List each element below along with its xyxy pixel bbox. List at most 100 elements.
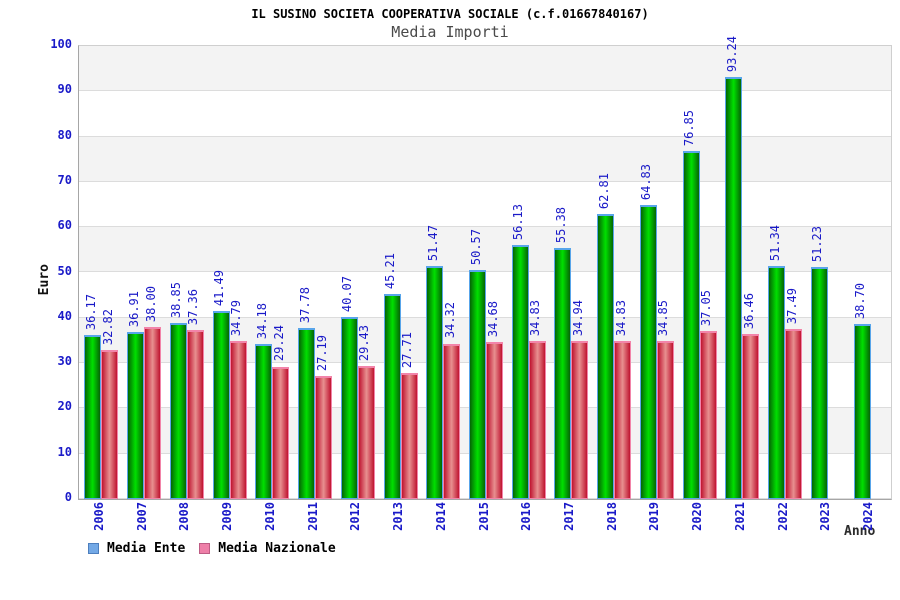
x-tick-label: 2013 xyxy=(391,502,406,531)
bar-value-label: 34.83 xyxy=(528,300,543,337)
legend-label-media-nazionale: Media Nazionale xyxy=(218,541,336,556)
x-tick-label: 2023 xyxy=(818,502,833,531)
bar-media-nazionale-2015 xyxy=(486,341,503,499)
x-axis-title: Anno xyxy=(844,524,876,539)
bar-media-ente-2018 xyxy=(597,214,615,499)
y-tick-label: 50 xyxy=(57,263,72,278)
bar-value-label: 51.34 xyxy=(767,225,782,262)
bar-value-label: 34.79 xyxy=(229,300,244,337)
plot-stripe xyxy=(79,136,891,182)
bar-value-label: 38.00 xyxy=(143,285,158,322)
bar-value-label: 45.21 xyxy=(383,253,398,290)
bar-value-label: 64.83 xyxy=(639,164,654,201)
x-tick-label: 2020 xyxy=(690,502,705,531)
y-tick-label: 90 xyxy=(57,82,72,97)
bar-value-label: 37.36 xyxy=(186,288,201,325)
x-tick-label: 2017 xyxy=(561,502,576,531)
bar-media-ente-2015 xyxy=(469,269,486,499)
x-tick-label: 2014 xyxy=(433,502,448,531)
plot-stripe xyxy=(79,91,891,137)
bar-media-ente-2020 xyxy=(682,150,700,499)
bar-value-label: 50.57 xyxy=(468,228,483,265)
x-tick-label: 2016 xyxy=(519,502,534,531)
bar-media-nazionale-2022 xyxy=(785,329,803,499)
bar-value-label: 34.68 xyxy=(485,300,500,337)
legend-swatch-media-nazionale-icon xyxy=(199,543,211,554)
bar-value-label: 41.49 xyxy=(212,269,227,307)
bar-value-label: 29.43 xyxy=(357,324,372,361)
bar-media-nazionale-2020 xyxy=(699,331,717,499)
bar-media-ente-2019 xyxy=(639,205,657,499)
x-tick-label: 2018 xyxy=(604,502,619,531)
bar-media-nazionale-2013 xyxy=(400,373,418,499)
bar-value-label: 55.38 xyxy=(553,207,568,244)
bar-value-label: 38.85 xyxy=(169,281,184,319)
bar-value-label: 36.46 xyxy=(741,292,756,329)
bar-value-label: 38.70 xyxy=(853,282,868,319)
x-tick-label: 2024 xyxy=(861,502,876,531)
legend-item-media-ente: Media Ente xyxy=(88,541,185,556)
chart-title: IL SUSINO SOCIETA COOPERATIVA SOCIALE (c… xyxy=(251,7,649,21)
bar-value-label: 27.71 xyxy=(400,332,415,369)
bar-value-label: 56.13 xyxy=(511,203,526,240)
bar-media-ente-2007 xyxy=(127,331,145,499)
bar-value-label: 34.85 xyxy=(656,300,671,337)
bar-value-label: 37.05 xyxy=(699,290,714,327)
bar-media-nazionale-2012 xyxy=(357,365,375,499)
bar-media-ente-2024 xyxy=(853,323,871,499)
y-tick-label: 60 xyxy=(57,218,72,233)
y-tick-label: 30 xyxy=(57,354,72,369)
bar-media-ente-2010 xyxy=(255,344,273,499)
bar-media-nazionale-2021 xyxy=(742,333,760,499)
y-tick-label: 20 xyxy=(57,399,72,414)
x-tick-label: 2011 xyxy=(305,502,320,531)
bar-value-label: 29.24 xyxy=(271,325,286,362)
bar-media-nazionale-2011 xyxy=(315,375,333,499)
y-tick-label: 10 xyxy=(57,444,72,459)
bar-value-label: 62.81 xyxy=(596,173,611,210)
bar-media-nazionale-2006 xyxy=(101,350,119,499)
y-tick-label: 70 xyxy=(57,172,72,187)
y-tick-label: 100 xyxy=(50,37,72,51)
plot-stripe xyxy=(79,181,891,228)
bar-value-label: 37.49 xyxy=(784,288,799,325)
bar-media-ente-2011 xyxy=(298,327,316,499)
bar-media-ente-2023 xyxy=(810,266,828,499)
x-tick-label: 2010 xyxy=(262,502,277,531)
bar-media-nazionale-2018 xyxy=(614,341,632,499)
x-tick-label: 2021 xyxy=(732,502,747,531)
plot-area xyxy=(78,45,892,500)
x-tick-label: 2022 xyxy=(775,502,790,531)
legend-swatch-media-ente-icon xyxy=(88,543,99,554)
bar-media-nazionale-2007 xyxy=(144,326,162,499)
bar-value-label: 32.82 xyxy=(100,309,115,346)
bar-value-label: 37.78 xyxy=(297,286,312,323)
y-tick-label: 80 xyxy=(57,127,72,142)
x-tick-label: 2019 xyxy=(647,502,662,531)
bar-media-ente-2017 xyxy=(554,248,572,499)
bar-media-ente-2006 xyxy=(84,335,102,499)
legend: Media Ente Media Nazionale xyxy=(88,541,336,556)
y-tick-label: 0 xyxy=(64,490,72,504)
bar-media-nazionale-2017 xyxy=(571,340,589,499)
bar-value-label: 93.24 xyxy=(724,35,739,72)
bar-value-label: 76.85 xyxy=(682,109,697,146)
bar-value-label: 34.94 xyxy=(570,299,585,336)
bar-media-ente-2009 xyxy=(212,311,230,499)
legend-label-media-ente: Media Ente xyxy=(107,541,186,556)
chart-subtitle: Media Importi xyxy=(391,23,509,41)
bar-value-label: 34.83 xyxy=(613,300,628,337)
x-tick-label: 2009 xyxy=(220,502,235,531)
bar-value-label: 27.19 xyxy=(314,334,329,371)
bar-value-label: 51.23 xyxy=(810,225,825,262)
bar-media-ente-2013 xyxy=(383,294,401,499)
bar-media-nazionale-2009 xyxy=(229,341,247,499)
y-tick-label: 40 xyxy=(57,308,72,323)
bar-media-ente-2016 xyxy=(511,244,529,499)
x-tick-label: 2007 xyxy=(134,502,149,531)
bar-media-ente-2021 xyxy=(725,76,743,499)
bar-media-ente-2012 xyxy=(340,317,358,499)
bar-value-label: 40.07 xyxy=(340,276,355,313)
bar-media-nazionale-2010 xyxy=(272,366,290,499)
